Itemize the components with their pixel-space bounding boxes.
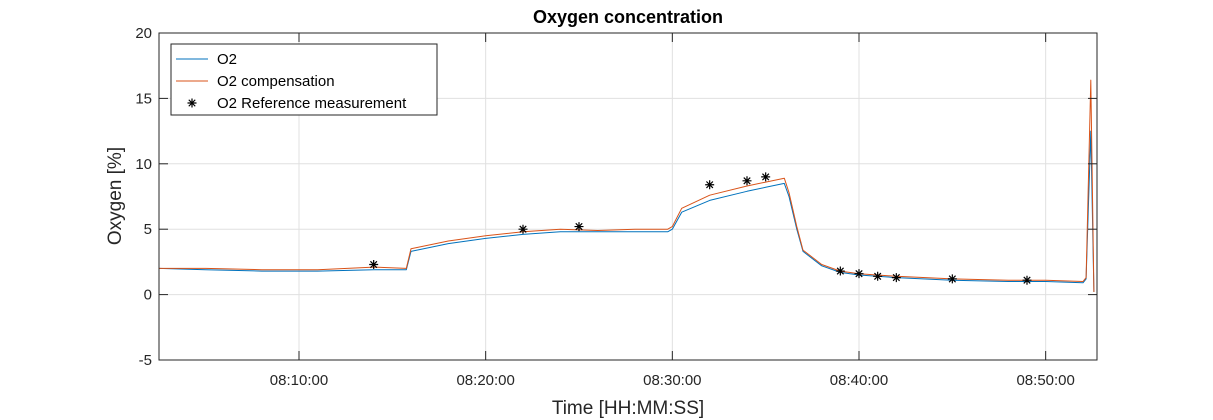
legend-box xyxy=(170,43,438,116)
y-tick-label: 10 xyxy=(135,156,152,173)
x-axis-label: Time [HH:MM:SS] xyxy=(552,398,704,419)
legend-asterisk-icon xyxy=(187,98,197,108)
marker-layer xyxy=(369,172,1032,285)
reference-point xyxy=(891,273,901,283)
y-axis-label: Oxygen [%] xyxy=(105,147,126,245)
legend-swatch-o2-reference xyxy=(187,98,197,108)
y-tick-label: 0 xyxy=(144,287,152,304)
legend: O2 O2 compensation O2 Reference measurem… xyxy=(170,43,438,116)
reference-point xyxy=(705,180,715,190)
x-tick-label: 08:40:00 xyxy=(830,372,888,389)
reference-point xyxy=(574,222,584,232)
series-line-o2 xyxy=(159,130,1095,293)
series-line-o2-compensation xyxy=(159,79,1095,293)
series-layer xyxy=(159,79,1095,293)
y-tick-label: 5 xyxy=(144,221,152,238)
reference-point xyxy=(742,176,752,186)
reference-point xyxy=(873,271,883,281)
x-tick-label: 08:10:00 xyxy=(270,372,328,389)
x-tick-label: 08:30:00 xyxy=(643,372,701,389)
legend-entry-o2-compensation: O2 compensation xyxy=(217,73,335,90)
y-tick-label: -5 xyxy=(139,352,152,369)
plot-frame xyxy=(158,32,1098,361)
y-tick-label: 15 xyxy=(135,90,152,107)
x-tick-label: 08:50:00 xyxy=(1016,372,1074,389)
reference-point xyxy=(369,260,379,270)
reference-point xyxy=(1022,275,1032,285)
ticks: 08:10:00 08:20:00 08:30:00 08:40:00 08:50:00… xyxy=(135,25,1097,389)
chart-title: Oxygen concentration xyxy=(533,7,723,27)
reference-point xyxy=(835,266,845,276)
legend-entry-o2: O2 xyxy=(217,51,237,68)
x-tick-label: 08:20:00 xyxy=(456,372,514,389)
reference-point xyxy=(854,269,864,279)
y-tick-label: 20 xyxy=(135,25,152,42)
reference-point xyxy=(518,224,528,234)
reference-point xyxy=(947,274,957,284)
reference-point xyxy=(761,172,771,182)
legend-entry-o2-reference: O2 Reference measurement xyxy=(217,95,407,112)
